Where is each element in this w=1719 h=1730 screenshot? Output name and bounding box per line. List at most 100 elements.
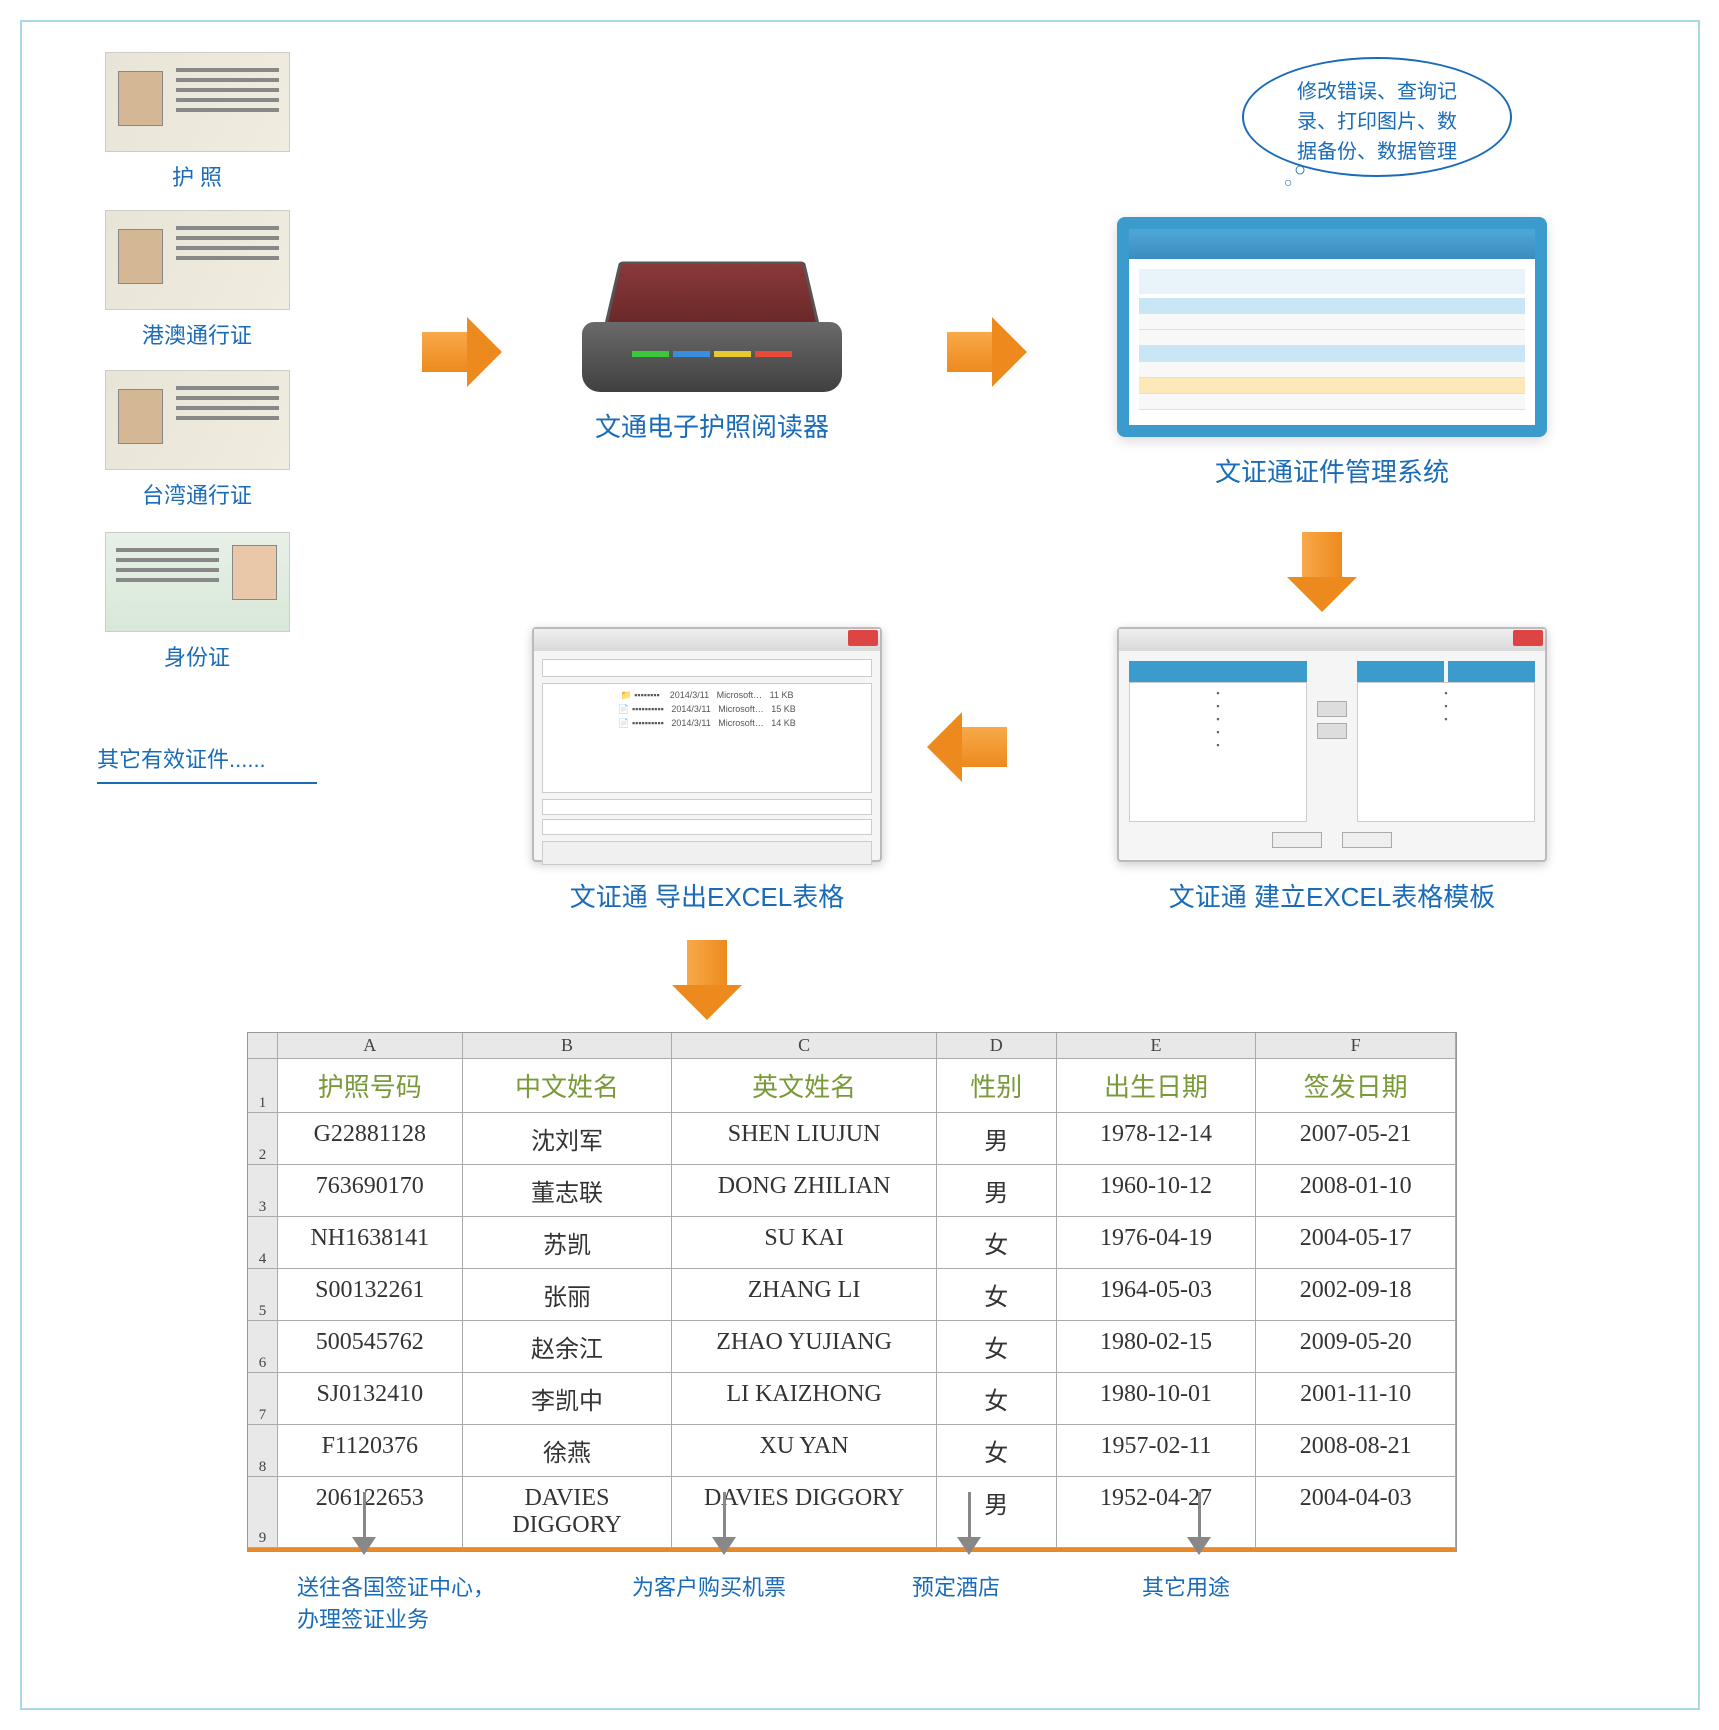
cell: 2009-05-20	[1256, 1321, 1456, 1373]
mgmt-label: 文证通证件管理系统	[1107, 452, 1557, 489]
doc-passport: 护 照	[97, 52, 297, 192]
output-arrow-hotel	[957, 1492, 981, 1555]
excel-data-row: 5S00132261张丽ZHANG LI女1964-05-032002-09-1…	[248, 1269, 1456, 1321]
arrow-reader-to-mgmt-head	[992, 317, 1027, 387]
template-node: ▪▪▪▪▪ ▪▪▪ 文证通 建立EXCEL表格模板	[1107, 627, 1557, 914]
output-arrow-other	[1187, 1492, 1211, 1555]
hk-macau-label: 港澳通行证	[97, 318, 297, 350]
idcard-label: 身份证	[97, 640, 297, 672]
cell: F1120376	[278, 1425, 463, 1477]
hdr-dob: 出生日期	[1057, 1059, 1257, 1113]
hdr-gender: 性别	[937, 1059, 1057, 1113]
output-visa: 送往各国签证中心， 办理签证业务	[297, 1572, 537, 1636]
output-arrow-ticket	[712, 1492, 736, 1555]
passport-label: 护 照	[97, 160, 297, 192]
taiwan-label: 台湾通行证	[97, 478, 297, 510]
arrow-docs-to-reader	[422, 332, 467, 372]
excel-data-row: 7SJ0132410李凯中LI KAIZHONG女1980-10-012001-…	[248, 1373, 1456, 1425]
excel-data-row: 4NH1638141苏凯SU KAI女1976-04-192004-05-17	[248, 1217, 1456, 1269]
cell: G22881128	[278, 1113, 463, 1165]
cell: 女	[937, 1373, 1057, 1425]
output-arrow-visa	[352, 1492, 376, 1555]
feature-bubble: 修改错误、查询记 录、打印图片、数 据备份、数据管理	[1242, 57, 1512, 177]
scanner-label: 文通电子护照阅读器	[552, 407, 872, 444]
cell: 500545762	[278, 1321, 463, 1373]
cell: 2001-11-10	[1256, 1373, 1456, 1425]
col-letter-E: E	[1057, 1033, 1257, 1059]
cell: SU KAI	[672, 1217, 937, 1269]
arrow-docs-to-reader-head	[467, 317, 502, 387]
hdr-cn-name: 中文姓名	[463, 1059, 673, 1113]
idcard-thumb	[105, 532, 290, 632]
mgmt-window	[1117, 217, 1547, 437]
cell: 2004-05-17	[1256, 1217, 1456, 1269]
cell: 1976-04-19	[1057, 1217, 1257, 1269]
bubble-line1: 修改错误、查询记	[1297, 81, 1457, 103]
cell: 1960-10-12	[1057, 1165, 1257, 1217]
export-node: 📁 ▪▪▪▪▪▪▪▪ 2014/3/11 Microsoft… 11 KB 📄 …	[522, 627, 892, 914]
bubble-line2: 录、打印图片、数	[1297, 111, 1457, 133]
output-ticket: 为客户购买机票	[632, 1572, 786, 1604]
cell: DONG ZHILIAN	[672, 1165, 937, 1217]
template-window: ▪▪▪▪▪ ▪▪▪	[1117, 627, 1547, 862]
excel-data-row: 8F1120376徐燕XU YAN女1957-02-112008-08-21	[248, 1425, 1456, 1477]
cell: 张丽	[463, 1269, 673, 1321]
cell: 1957-02-11	[1057, 1425, 1257, 1477]
cell: 女	[937, 1217, 1057, 1269]
cell: DAVIES DIGGORY	[463, 1477, 673, 1548]
cell: SJ0132410	[278, 1373, 463, 1425]
doc-idcard: 身份证	[97, 532, 297, 672]
mgmt-node: 文证通证件管理系统	[1107, 217, 1557, 489]
cell: 女	[937, 1321, 1057, 1373]
excel-data-row: 3763690170董志联DONG ZHILIAN男1960-10-122008…	[248, 1165, 1456, 1217]
output-other: 其它用途	[1142, 1572, 1230, 1604]
cell: 男	[937, 1113, 1057, 1165]
cell: 1952-04-27	[1057, 1477, 1257, 1548]
cell: 沈刘军	[463, 1113, 673, 1165]
excel-header-row: 1 护照号码 中文姓名 英文姓名 性别 出生日期 签发日期	[248, 1059, 1456, 1113]
cell: 1978-12-14	[1057, 1113, 1257, 1165]
cell: 1980-10-01	[1057, 1373, 1257, 1425]
cell: S00132261	[278, 1269, 463, 1321]
cell: XU YAN	[672, 1425, 937, 1477]
hk-macau-thumb	[105, 210, 290, 310]
cell: 2004-04-03	[1256, 1477, 1456, 1548]
cell: 女	[937, 1269, 1057, 1321]
col-letter-B: B	[463, 1033, 673, 1059]
excel-data-row: 2G22881128沈刘军SHEN LIUJUN男1978-12-142007-…	[248, 1113, 1456, 1165]
cell: 2008-01-10	[1256, 1165, 1456, 1217]
cell: 2007-05-21	[1256, 1113, 1456, 1165]
scanner-node: 文通电子护照阅读器	[552, 232, 872, 444]
cell: 1980-02-15	[1057, 1321, 1257, 1373]
cell: 男	[937, 1165, 1057, 1217]
cell: 2008-08-21	[1256, 1425, 1456, 1477]
col-letter-D: D	[937, 1033, 1057, 1059]
cell: 李凯中	[463, 1373, 673, 1425]
cell: LI KAIZHONG	[672, 1373, 937, 1425]
arrow-export-to-excel-head	[672, 985, 742, 1020]
taiwan-thumb	[105, 370, 290, 470]
cell: SHEN LIUJUN	[672, 1113, 937, 1165]
doc-hk-macau: 港澳通行证	[97, 210, 297, 350]
arrow-mgmt-to-template	[1302, 532, 1342, 577]
passport-thumb	[105, 52, 290, 152]
doc-other-label: 其它有效证件......	[97, 742, 317, 784]
excel-data-row: 9206122653DAVIES DIGGORYDAVIES DIGGORY男1…	[248, 1477, 1456, 1551]
cell: 苏凯	[463, 1217, 673, 1269]
cell: 女	[937, 1425, 1057, 1477]
cell: 男	[937, 1477, 1057, 1548]
scanner-icon	[572, 232, 852, 392]
cell: 1964-05-03	[1057, 1269, 1257, 1321]
export-label: 文证通 导出EXCEL表格	[522, 877, 892, 914]
cell: 2002-09-18	[1256, 1269, 1456, 1321]
col-letter-F: F	[1256, 1033, 1456, 1059]
output-hotel: 预定酒店	[912, 1572, 1000, 1604]
cell: 763690170	[278, 1165, 463, 1217]
export-window: 📁 ▪▪▪▪▪▪▪▪ 2014/3/11 Microsoft… 11 KB 📄 …	[532, 627, 882, 862]
arrow-template-to-export	[962, 727, 1007, 767]
hdr-issue: 签发日期	[1256, 1059, 1456, 1113]
hdr-passport-no: 护照号码	[278, 1059, 463, 1113]
hdr-en-name: 英文姓名	[672, 1059, 937, 1113]
col-letter-C: C	[672, 1033, 937, 1059]
excel-table: A B C D E F 1 护照号码 中文姓名 英文姓名 性别 出生日期 签发日…	[247, 1032, 1457, 1552]
